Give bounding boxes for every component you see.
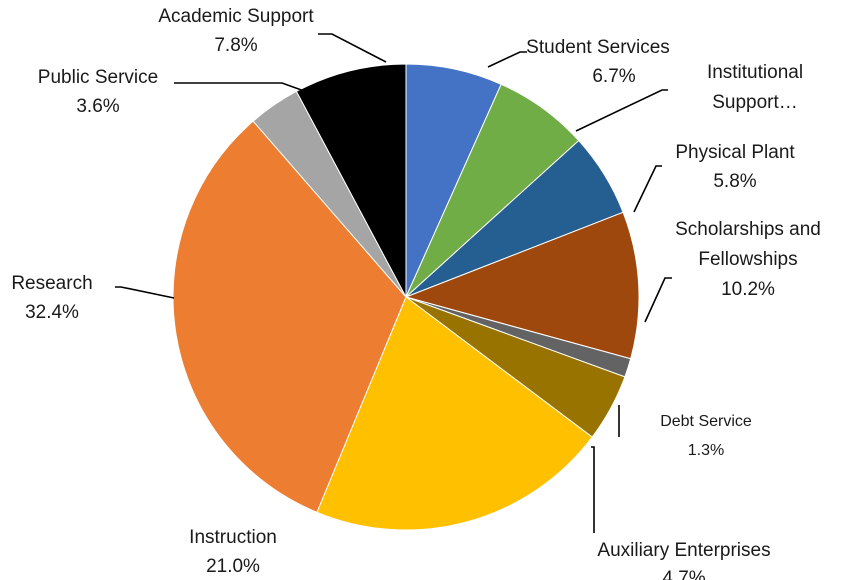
slice-label-research: Research xyxy=(11,273,92,294)
slice-label-student-services: Student Services xyxy=(526,37,670,58)
slice-value-instruction: 21.0% xyxy=(206,556,260,577)
slice-value-scholarships-and-fellowships: 10.2% xyxy=(721,279,775,300)
pie-slice-academic-support xyxy=(295,63,407,298)
slice-value-public-service: 3.6% xyxy=(76,96,119,117)
pie-slices xyxy=(172,63,640,531)
slice-value-research: 32.4% xyxy=(25,302,79,323)
slice-label-scholarships-and-fellowships-line2: Fellowships xyxy=(698,249,797,270)
leader-line-physical-plant xyxy=(633,165,662,213)
leader-line-scholarships-and-fellowships xyxy=(644,277,672,323)
pie-slice-scholarships-and-fellowships xyxy=(404,211,640,360)
pie-slice-instruction xyxy=(316,296,593,531)
slice-label-scholarships-and-fellowships: Scholarships and xyxy=(675,219,821,240)
slice-label-auxiliary-enterprises: Auxiliary Enterprises xyxy=(597,540,770,561)
leader-line-public-service xyxy=(174,82,308,93)
slice-label-instruction: Instruction xyxy=(189,527,277,548)
slice-value-student-services: 6.7% xyxy=(592,66,635,87)
slice-labels: Student Services 6.7% Institutional Support… xyxy=(11,6,821,580)
slice-label-institutional-support-line2: Support… xyxy=(712,92,798,113)
pie-slice-research xyxy=(172,120,407,513)
slice-value-debt-service: 1.3% xyxy=(688,442,724,459)
slice-value-physical-plant: 5.8% xyxy=(713,171,756,192)
leader-line-academic-support xyxy=(318,33,387,63)
leader-lines xyxy=(115,33,672,533)
slice-label-physical-plant: Physical Plant xyxy=(675,142,795,163)
slice-value-auxiliary-enterprises: 4.7% xyxy=(662,568,705,580)
slice-label-academic-support: Academic Support xyxy=(158,6,314,27)
leader-line-auxiliary-enterprises xyxy=(591,446,595,533)
slice-label-institutional-support: Institutional xyxy=(707,62,803,83)
leader-line-institutional-support xyxy=(575,89,668,132)
slice-label-debt-service: Debt Service xyxy=(660,413,752,430)
slice-value-academic-support: 7.8% xyxy=(214,35,257,56)
leader-line-student-services xyxy=(487,51,527,68)
leader-line-research xyxy=(115,286,175,299)
slice-label-public-service: Public Service xyxy=(38,67,158,88)
